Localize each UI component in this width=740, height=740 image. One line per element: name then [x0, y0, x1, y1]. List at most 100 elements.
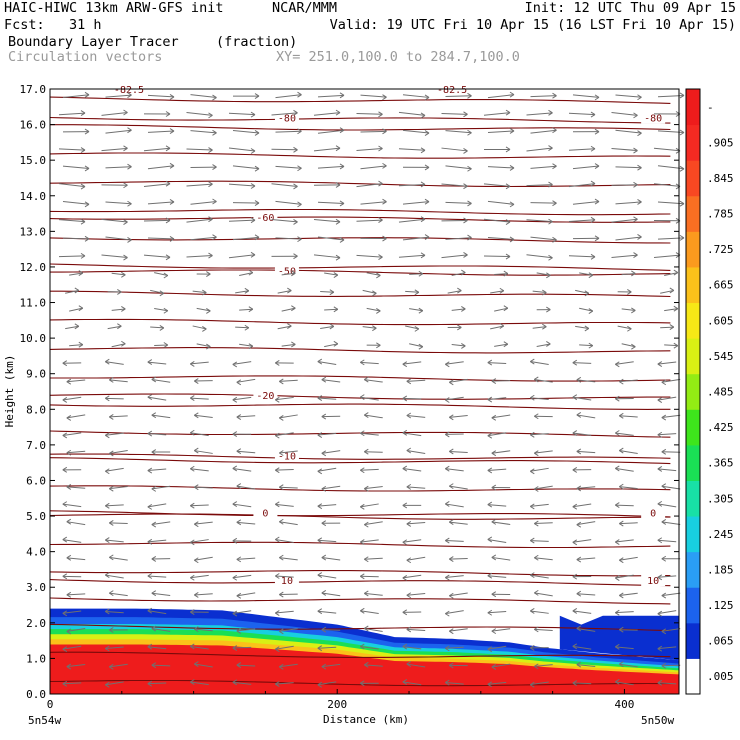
circulation-vector — [109, 522, 128, 524]
colorbar-label: .065 — [707, 635, 734, 648]
vector-arrowhead — [293, 146, 298, 153]
vector-arrowhead — [657, 645, 663, 652]
temperature-contour — [49, 679, 671, 687]
circulation-vector — [236, 664, 256, 667]
vector-arrowhead — [232, 537, 238, 544]
circulation-vector — [449, 415, 468, 418]
vector-arrowhead — [382, 162, 387, 169]
circulation-vector — [277, 290, 292, 294]
vector-arrowhead — [657, 397, 663, 404]
colorbar-swatch — [686, 551, 700, 588]
vector-arrowhead — [542, 323, 547, 330]
circulation-vector — [65, 289, 79, 294]
vector-arrowhead — [297, 91, 302, 98]
circulation-vector — [657, 201, 685, 205]
vector-arrowhead — [297, 128, 302, 135]
vector-arrowhead — [679, 165, 685, 172]
circulation-vector — [147, 610, 167, 615]
circulation-vector — [398, 183, 426, 187]
vector-arrowhead — [236, 483, 242, 490]
vector-arrowhead — [212, 198, 217, 205]
circulation-vector — [406, 592, 426, 596]
circulation-vector — [398, 148, 426, 151]
circulation-vector — [530, 397, 549, 400]
circulation-vector — [147, 130, 175, 133]
circulation-vector — [579, 344, 593, 347]
circulation-vector — [615, 236, 642, 241]
contour-label: -80 — [644, 113, 662, 124]
circulation-vector — [236, 450, 256, 454]
vector-arrowhead — [80, 252, 86, 259]
vector-arrowhead — [190, 395, 195, 402]
circulation-vector — [576, 521, 596, 526]
vector-arrowhead — [109, 413, 114, 420]
vector-arrowhead — [212, 164, 217, 170]
contour-label: 0 — [650, 509, 656, 520]
circulation-vector — [109, 415, 128, 418]
circulation-vector — [494, 343, 508, 347]
circulation-vector — [65, 325, 79, 330]
vector-arrowhead — [254, 165, 260, 172]
circulation-vector — [491, 663, 511, 668]
circulation-vector — [317, 201, 345, 204]
contour-label: 10 — [647, 576, 659, 587]
vector-arrowhead — [590, 111, 596, 118]
circulation-vector — [320, 290, 334, 293]
vector-arrowhead — [615, 465, 620, 472]
vector-arrowhead — [661, 483, 667, 490]
colorbar-swatch — [686, 302, 700, 339]
vector-arrowhead — [190, 679, 195, 685]
circulation-vector — [534, 592, 553, 597]
circulation-vector — [530, 433, 549, 436]
circulation-vector — [526, 219, 553, 223]
vector-arrowhead — [232, 501, 238, 507]
circulation-vector — [572, 362, 592, 364]
circulation-vector — [190, 130, 217, 134]
circulation-vector — [317, 504, 337, 507]
circulation-vector — [619, 415, 638, 418]
circulation-vector — [530, 202, 557, 204]
y-axis-label: Height (km) — [3, 355, 16, 428]
circulation-vector — [147, 396, 167, 401]
vector-arrowhead — [402, 502, 408, 509]
circulation-vector — [190, 94, 217, 99]
circulation-vector — [317, 397, 337, 400]
colorbar-swatch — [686, 658, 700, 695]
vector-arrowhead — [534, 520, 539, 527]
vector-arrowhead — [424, 198, 430, 205]
vector-arrowhead — [657, 361, 663, 368]
circulation-vector — [398, 111, 426, 116]
x-start-label: 5n54w — [28, 714, 61, 727]
plot-frame — [49, 88, 680, 695]
vector-arrowhead — [190, 360, 195, 367]
circulation-vector — [611, 254, 638, 258]
circulation-vector — [530, 129, 557, 134]
vector-arrowhead — [287, 323, 292, 330]
vector-arrowhead — [151, 376, 157, 383]
circulation-vector — [317, 574, 337, 579]
contour-label-bg — [641, 506, 666, 519]
circulation-vector — [101, 254, 128, 259]
circulation-vector — [190, 539, 209, 543]
circulation-vector — [491, 521, 511, 525]
vector-arrowhead — [339, 92, 345, 99]
circulation-vector — [487, 575, 507, 578]
vector-arrowhead — [66, 663, 72, 670]
circulation-vector — [62, 432, 82, 436]
temperature-contour — [49, 216, 671, 223]
circulation-vector — [111, 343, 126, 348]
circulation-vector — [236, 628, 256, 632]
contour-label-bg — [253, 506, 278, 519]
circulation-vector — [321, 557, 341, 561]
circulation-vector — [568, 112, 596, 116]
circulation-vector — [360, 645, 379, 650]
circulation-vector — [154, 308, 168, 312]
vector-arrowhead — [321, 663, 327, 670]
circulation-vector — [147, 94, 175, 98]
circulation-vector — [275, 200, 302, 205]
vector-arrowhead — [376, 308, 381, 314]
vector-arrowhead — [66, 483, 72, 490]
vector-arrowhead — [335, 145, 341, 152]
circulation-vector — [621, 308, 636, 311]
vector-arrowhead — [576, 412, 582, 418]
